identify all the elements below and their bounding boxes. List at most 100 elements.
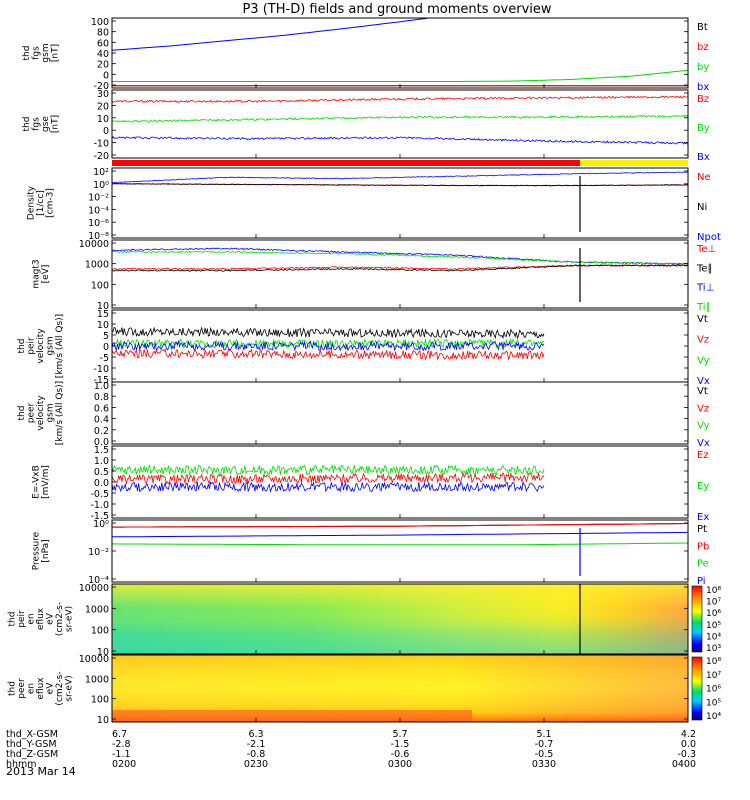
- y-tick-label: 10⁻⁴: [88, 205, 109, 216]
- legend-Vz: Vz: [697, 335, 709, 346]
- y-tick-label: -5: [100, 353, 109, 364]
- ylabel-line: en: [27, 613, 37, 624]
- legend-Ex: Ex: [697, 512, 709, 523]
- colorbar-tick-label: 10⁴: [706, 712, 721, 722]
- y-tick-label: 1000: [85, 674, 109, 685]
- y-tick-label: 1.0: [94, 381, 109, 392]
- y-tick-label: 100: [91, 626, 109, 637]
- legend-Vt: Vt: [697, 386, 708, 397]
- panel-frame: [111, 445, 689, 519]
- panel-temperature: magt3 [eV] Te⊥ Te∥ Ti⊥ Ti∥ 10000 1000 100 10: [31, 239, 716, 313]
- ylabel-line: sr-eV): [65, 675, 75, 701]
- y-tick-label: 0.6: [94, 403, 109, 414]
- legend-Ne: Ne: [697, 172, 711, 183]
- ylabel-line: Density: [27, 185, 37, 220]
- ylabel-line: Pressure: [31, 531, 41, 570]
- x-axis-value: -1.1: [112, 749, 131, 760]
- y-tick-label: 100: [91, 17, 109, 28]
- y-tick-label: 1.5: [94, 445, 109, 456]
- ylabel-line: peer: [27, 402, 37, 423]
- legend-Pb: Pb: [697, 541, 709, 552]
- series-line-Bz: [111, 95, 689, 103]
- x-axis-row-label: thd_Z-GSM: [6, 749, 58, 760]
- y-tick-label: 10⁻⁸: [88, 231, 109, 242]
- y-tick-label: 10⁰: [93, 519, 109, 530]
- legend-Te⊥: Te⊥: [696, 244, 716, 255]
- ylabel-line: eV: [46, 612, 56, 625]
- series-line-By: [111, 114, 689, 123]
- series-line-bx: [111, 17, 429, 51]
- ylabel-pressure: Pressure [nPa]: [31, 531, 51, 570]
- y-tick-label: -1.5: [90, 511, 109, 522]
- ylabel-line: velocity: [36, 328, 46, 364]
- ylabel-line: [nT]: [50, 115, 60, 133]
- colorbar-tick-label: 10⁴: [706, 632, 721, 642]
- series-line-Ni: [112, 183, 688, 187]
- y-tick-label: -15: [93, 375, 109, 386]
- y-tick-label: 0: [103, 342, 109, 353]
- ylabel-line: gsm: [46, 336, 56, 355]
- x-axis-value: 0230: [244, 759, 268, 770]
- y-tick-label: 5: [103, 331, 109, 342]
- series-line-Ez: [111, 471, 545, 485]
- y-tick-label: 60: [97, 38, 109, 49]
- y-tick-label: 100: [91, 695, 109, 706]
- spectrogram-shading: [112, 584, 688, 654]
- ylabel-line: eflux: [36, 607, 46, 630]
- ylabel-line: thd: [17, 339, 27, 354]
- x-axis-value: -0.6: [391, 749, 410, 760]
- x-axis-value: -1.5: [391, 739, 410, 750]
- legend-Ti⊥: Ti⊥: [696, 283, 714, 294]
- x-axis-value: 4.2: [681, 729, 696, 740]
- y-tick-label: -0.5: [90, 489, 109, 500]
- y-tick-label: 100: [91, 280, 109, 291]
- panel-peir-velocity: thd peir velocity gsm [km/s (All Qs)] Vt Vz Vy V…: [17, 309, 710, 387]
- y-tick-label: 40: [97, 49, 109, 60]
- colorbar-tick-label: 10⁶: [706, 609, 721, 619]
- legend-Vx: Vx: [697, 438, 710, 449]
- ylabel-line: thd: [22, 46, 32, 61]
- ylabel-line: magt3: [31, 259, 41, 288]
- y-tick-label: -10: [93, 364, 109, 375]
- y-tick-label: 0.2: [94, 426, 109, 437]
- y-tick-label: 0.4: [94, 415, 109, 426]
- y-tick-label: 0: [103, 70, 109, 81]
- x-axis-value: 0400: [672, 759, 696, 770]
- x-axis-value: 5.1: [536, 729, 551, 740]
- ylabel-line: thd: [8, 681, 18, 696]
- mode-bar-segment: [580, 160, 688, 166]
- series-line-Bx: [111, 135, 689, 145]
- x-axis-value: 0330: [532, 759, 556, 770]
- x-axis-value: 0300: [388, 759, 412, 770]
- colorbar-tick-label: 10³: [706, 644, 721, 654]
- ylabel-line: peir: [17, 610, 27, 628]
- ylabel-line: peir: [27, 337, 37, 355]
- ylabel-line: [km/s (All Qs)]: [55, 314, 65, 378]
- legend-Vt: Vt: [697, 314, 708, 325]
- ylabel-line: [nPa]: [41, 539, 51, 562]
- x-axis-row-label: thd_Y-GSM: [6, 739, 57, 750]
- y-tick-label: 80: [97, 28, 109, 39]
- legend-Bz: Bz: [697, 94, 709, 105]
- colorbar-tick-label: 10⁷: [706, 671, 721, 681]
- ylabel-fgs-gse: thd fgs gse [nT]: [22, 115, 61, 133]
- y-tick-label: 10: [97, 114, 109, 125]
- series-line-Vz: [111, 348, 545, 361]
- y-tick-label: -20: [93, 151, 109, 162]
- series-line-Ti∥: [111, 250, 689, 265]
- ylabel-line: peer: [17, 678, 27, 699]
- legend-Pe: Pe: [697, 559, 709, 570]
- y-tick-label: 20: [97, 60, 109, 71]
- ylabel-line: eflux: [36, 677, 46, 700]
- x-axis-value: -0.3: [677, 749, 696, 760]
- ylabel-peir-eflux: thd peir en eflux eV (cm2-s-sr-eV): [8, 602, 75, 636]
- panel-frame: [111, 519, 689, 583]
- legend-Vx: Vx: [697, 376, 710, 387]
- series-line-Vx: [111, 340, 545, 352]
- x-axis-value: -2.8: [112, 739, 131, 750]
- ylabel-line: (cm2-s-: [55, 602, 65, 636]
- y-tick-label: 1000: [85, 604, 109, 615]
- y-tick-label: 10: [97, 301, 109, 312]
